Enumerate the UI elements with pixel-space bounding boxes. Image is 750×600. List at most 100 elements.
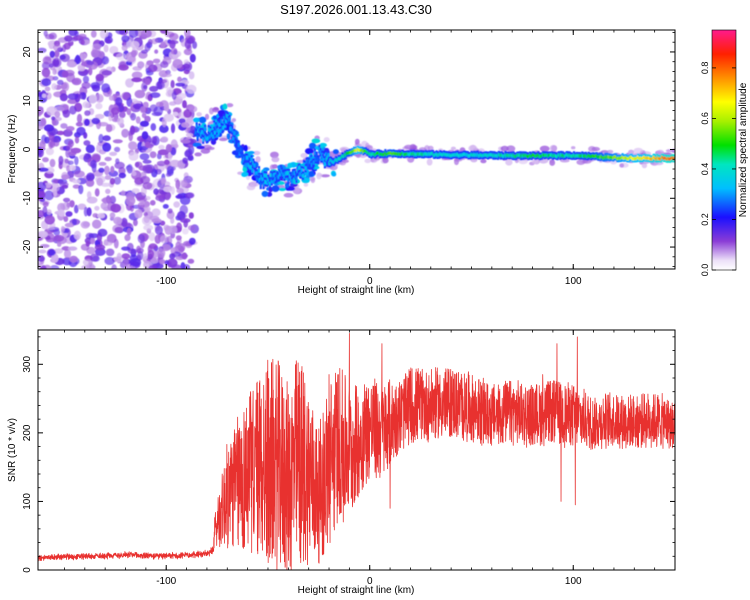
noise-blob xyxy=(97,122,109,127)
ridge-band-core xyxy=(269,173,272,178)
noise-blob xyxy=(175,241,181,249)
ridge-halo-blob xyxy=(213,107,219,111)
ridge-band-core xyxy=(258,178,261,183)
noise-blob xyxy=(78,33,87,39)
noise-blob xyxy=(136,196,148,202)
ridge-band-core xyxy=(304,166,307,171)
ridge-halo-blob xyxy=(549,159,555,164)
noise-blob xyxy=(173,143,179,149)
noise-blob xyxy=(66,126,75,132)
ridge-halo-blob xyxy=(320,174,330,178)
ridge-band-core xyxy=(287,177,290,182)
ridge-band-core xyxy=(327,153,330,158)
noise-blob xyxy=(109,46,119,54)
noise-blob xyxy=(145,196,151,201)
ridge-band-core xyxy=(313,150,316,155)
ridge-band-core xyxy=(240,149,243,154)
ridge-cluster-blob xyxy=(271,185,280,193)
noise-blob xyxy=(58,155,64,166)
noise-blob xyxy=(121,190,126,196)
noise-blob xyxy=(83,206,88,217)
spectrogram-y-label: Frequency (Hz) xyxy=(7,115,18,184)
noise-blob xyxy=(60,123,68,129)
noise-blob xyxy=(158,144,165,150)
noise-blob xyxy=(54,50,60,58)
snr-x-tick-label: 100 xyxy=(565,576,582,587)
noise-blob xyxy=(113,238,119,249)
noise-blob xyxy=(94,244,106,251)
ridge-cluster-blob xyxy=(198,116,207,124)
ridge-halo-blob xyxy=(270,151,279,158)
noise-blob xyxy=(121,217,128,228)
noise-blob xyxy=(100,182,111,187)
ridge-band-core xyxy=(256,176,259,181)
noise-blob xyxy=(127,248,138,254)
noise-blob xyxy=(99,30,109,39)
noise-blob xyxy=(109,212,116,219)
noise-blob xyxy=(101,56,110,65)
noise-blob xyxy=(44,86,51,92)
ridge-halo-blob xyxy=(194,152,202,157)
noise-blob xyxy=(182,63,191,70)
noise-blob xyxy=(130,112,137,121)
noise-blob xyxy=(86,191,92,199)
noise-blob xyxy=(98,161,107,166)
noise-blob xyxy=(126,108,132,116)
noise-blob xyxy=(118,172,127,179)
noise-blob xyxy=(79,92,87,100)
noise-blob xyxy=(38,190,46,198)
noise-blob xyxy=(143,206,151,213)
noise-blob xyxy=(62,232,68,238)
noise-blob xyxy=(154,234,161,244)
noise-blob xyxy=(180,139,191,144)
ridge-band-core xyxy=(231,128,234,133)
noise-blob xyxy=(115,30,126,35)
noise-blob xyxy=(170,247,176,253)
noise-blob xyxy=(110,107,120,115)
noise-blob xyxy=(187,258,195,264)
noise-blob xyxy=(154,49,159,54)
noise-blob xyxy=(91,43,102,50)
ridge-band-core xyxy=(250,157,253,162)
noise-blob xyxy=(98,133,104,144)
noise-blob xyxy=(148,232,156,242)
noise-blob xyxy=(45,33,55,40)
noise-blob xyxy=(66,165,71,172)
noise-blob xyxy=(88,94,98,104)
ridge-cluster-blob xyxy=(226,133,231,140)
noise-blob xyxy=(130,102,135,111)
noise-blob xyxy=(160,177,166,185)
noise-blob xyxy=(42,157,49,163)
colorbar-tick-label: 0.2 xyxy=(700,213,710,226)
noise-blob xyxy=(147,249,155,259)
noise-blob xyxy=(130,50,137,58)
noise-blob xyxy=(69,105,77,115)
ridge-band-core xyxy=(222,125,225,130)
ridge-band-core xyxy=(195,124,198,129)
noise-blob xyxy=(148,264,158,269)
noise-blob xyxy=(133,219,138,227)
ridge-band-core xyxy=(203,127,207,131)
ridge-band-core xyxy=(279,172,282,177)
spectrogram-y-tick-label: -10 xyxy=(22,191,33,206)
noise-blob xyxy=(56,130,65,136)
noise-blob xyxy=(59,181,69,188)
noise-blob xyxy=(96,144,102,153)
ridge-band-core xyxy=(673,156,675,160)
noise-blob xyxy=(154,225,163,235)
noise-blob xyxy=(118,64,129,71)
noise-blob xyxy=(90,30,97,38)
ridge-band-core xyxy=(235,147,239,152)
noise-blob xyxy=(141,112,147,119)
noise-blob xyxy=(141,131,149,140)
noise-blob xyxy=(150,200,156,206)
ridge-halo-blob xyxy=(226,103,234,108)
ridge-band-core xyxy=(290,179,294,184)
noise-blob xyxy=(97,213,106,219)
noise-blob xyxy=(76,126,86,136)
noise-blob xyxy=(44,190,54,201)
ridge-halo-blob xyxy=(323,137,330,143)
noise-blob xyxy=(67,246,78,251)
noise-blob xyxy=(105,124,113,133)
noise-blob xyxy=(143,211,148,217)
